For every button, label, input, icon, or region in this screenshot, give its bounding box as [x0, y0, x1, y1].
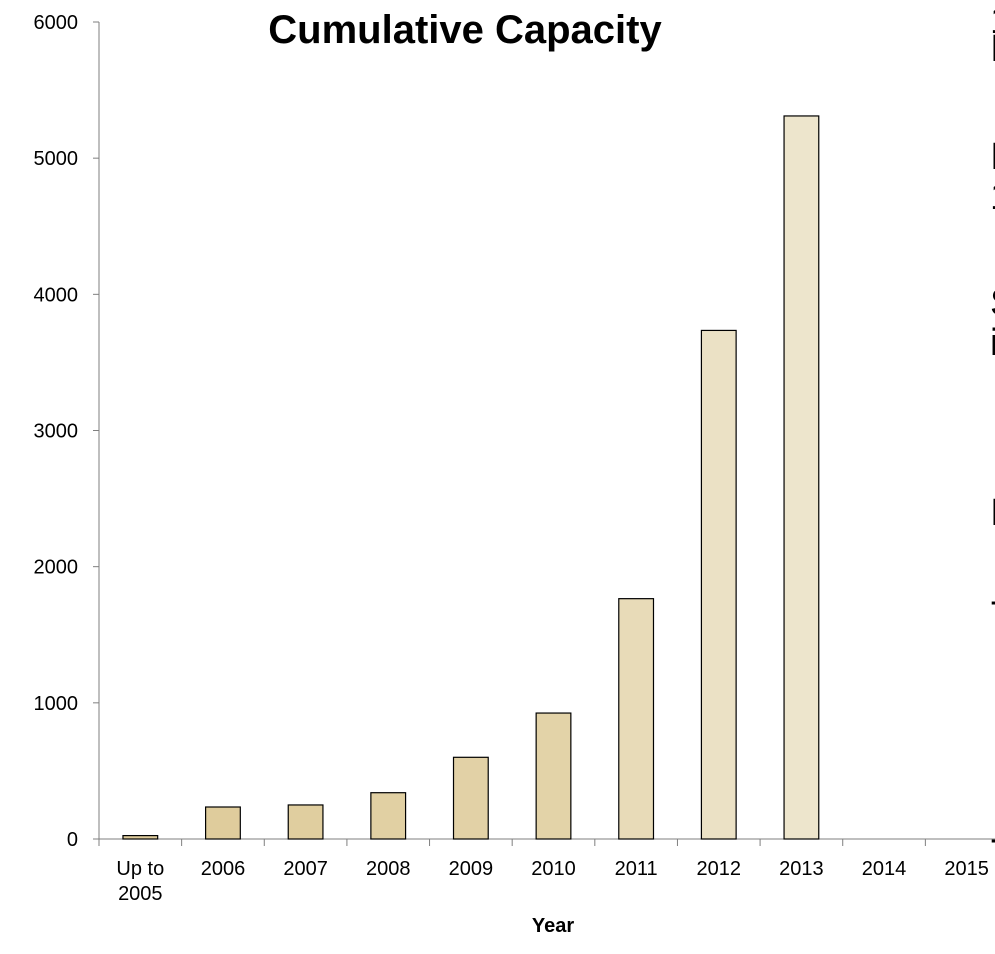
side-text-fragment: i	[990, 322, 995, 364]
x-tick-label: 2011	[615, 858, 658, 880]
side-text-fragment: I	[990, 136, 995, 179]
x-tick-label: 2006	[201, 858, 246, 880]
x-tick-label: 2008	[366, 858, 411, 880]
y-tick-label: 3000	[34, 421, 79, 443]
y-tick-label: 6000	[34, 12, 79, 34]
chart-title: Cumulative Capacity	[268, 8, 662, 52]
side-text-fragment: I	[990, 492, 995, 535]
bar	[287, 804, 324, 840]
x-tick-label: 2013	[779, 858, 824, 880]
y-tick-label: 4000	[34, 284, 79, 306]
y-tick-label: 1000	[34, 693, 79, 715]
bar	[452, 756, 489, 840]
x-tick-label: 2015	[944, 858, 989, 880]
bar	[122, 834, 159, 840]
x-tick-label: 2009	[449, 858, 494, 880]
bar	[205, 806, 241, 840]
x-tick-label: 2007	[283, 858, 328, 880]
x-tick-label: 2010	[531, 858, 576, 880]
side-text-fragment: -	[990, 580, 995, 623]
side-text-fragment: I	[990, 28, 995, 71]
x-tick-label: 2005	[118, 883, 163, 905]
clipped-side-text: 1 I I 1 S i I - -	[980, 0, 995, 954]
side-text-fragment: S	[990, 282, 995, 325]
side-text-fragment: 1	[990, 0, 995, 43]
x-tick-label: Up to	[116, 858, 164, 880]
bar	[783, 115, 820, 840]
bar	[700, 329, 737, 840]
bar	[370, 792, 407, 840]
y-tick-label: 0	[67, 829, 78, 851]
x-tick-label: 2012	[697, 858, 742, 880]
x-tick-label: 2014	[862, 858, 907, 880]
y-tick-label: 5000	[34, 148, 79, 170]
y-tick-label: 2000	[34, 557, 79, 579]
side-text-fragment: 1	[990, 176, 995, 219]
bar	[618, 598, 655, 840]
x-axis-title: Year	[532, 915, 574, 937]
bar	[535, 712, 572, 840]
side-text-fragment: -	[990, 818, 995, 861]
